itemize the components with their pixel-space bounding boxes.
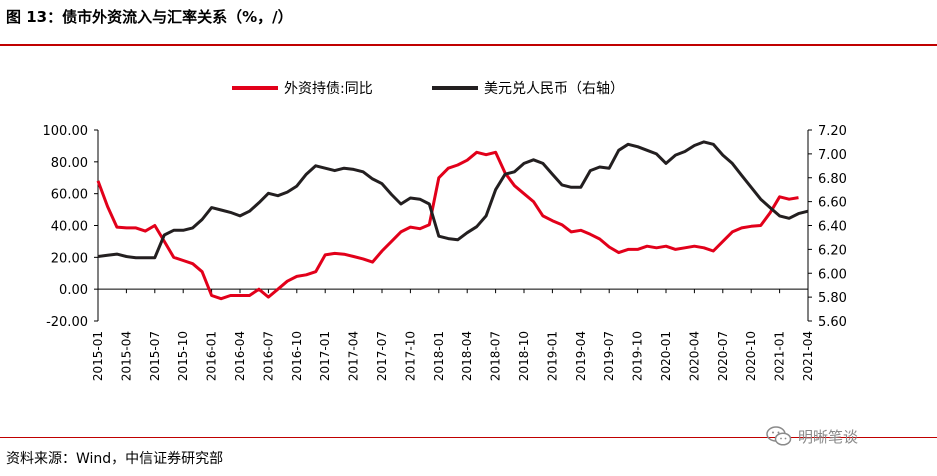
left-axis-tick-label: 20.00 <box>51 251 88 266</box>
source-note: 资料来源：Wind，中信证券研究部 <box>6 451 224 467</box>
legend-label: 外资持债:同比 <box>284 81 373 97</box>
left-axis-tick-label: 100.00 <box>43 124 89 139</box>
watermark-text: 明晰笔谈 <box>798 427 859 446</box>
left-axis-tick-label: -20.00 <box>46 315 88 330</box>
x-axis-tick-label: 2020-01 <box>659 331 673 381</box>
chart-legend: 外资持债:同比 美元兑人民币（右轴） <box>232 81 624 97</box>
right-axis-tick-label: 6.60 <box>818 196 847 211</box>
x-axis-tick-label: 2019-04 <box>574 331 588 381</box>
x-axis-tick-label: 2015-01 <box>91 331 105 381</box>
footer-divider <box>0 437 937 438</box>
right-axis-tick-label: 6.20 <box>818 243 847 258</box>
x-axis-tick-label: 2019-07 <box>602 331 616 381</box>
x-axis-tick-label: 2020-10 <box>744 331 758 381</box>
right-axis-tick-label: 6.00 <box>818 267 847 282</box>
x-axis-tick-label: 2020-07 <box>716 331 730 381</box>
x-axis-tick-label: 2019-01 <box>545 331 559 381</box>
x-axis-tick-label: 2015-07 <box>148 331 162 381</box>
watermark: 明晰笔谈 <box>766 423 858 449</box>
title-divider <box>0 44 937 46</box>
x-axis-tick-label: 2015-04 <box>119 331 133 381</box>
x-axis-tick-label: 2017-04 <box>347 331 361 381</box>
x-axis-tick-label: 2020-04 <box>687 331 701 381</box>
x-axis-tick-label: 2018-04 <box>460 331 474 381</box>
right-axis-tick-label: 6.40 <box>818 220 847 235</box>
left-axis-tick-label: 0.00 <box>59 283 88 298</box>
x-axis-tick-label: 2017-10 <box>403 331 417 381</box>
right-axis-tick-label: 6.80 <box>818 172 847 187</box>
right-axis-tick-label: 7.00 <box>818 148 847 163</box>
x-axis-tick-label: 2016-07 <box>261 331 275 381</box>
wechat-icon <box>766 426 792 446</box>
legend-label: 美元兑人民币（右轴） <box>484 81 624 97</box>
x-axis-tick-label: 2016-04 <box>233 331 247 381</box>
x-axis-tick-label: 2018-07 <box>489 331 503 381</box>
right-axis-tick-label: 7.20 <box>818 124 847 139</box>
x-axis-tick-label: 2017-07 <box>375 331 389 381</box>
x-axis-tick-label: 2015-10 <box>176 331 190 381</box>
x-axis-tick-label: 2019-10 <box>631 331 645 381</box>
chart-axes: -20.00 0.00 20.00 40.00 60.00 80.00 100.00 5.60… <box>43 124 847 381</box>
left-axis-tick-label: 80.00 <box>51 156 88 171</box>
left-axis-tick-label: 40.00 <box>51 220 88 235</box>
x-axis-tick-label: 2018-01 <box>432 331 446 381</box>
x-axis-tick-label: 2021-01 <box>773 331 787 381</box>
x-axis-tick-label: 2017-01 <box>318 331 332 381</box>
x-axis-tick-label: 2021-04 <box>801 331 815 381</box>
series-line-foreign-holdings <box>96 150 799 301</box>
figure-title: 图 13：债市外资流入与汇率关系（%，/） <box>6 8 293 26</box>
x-axis-tick-label: 2016-10 <box>290 331 304 381</box>
x-axis-tick-label: 2018-10 <box>517 331 531 381</box>
x-axis-tick-label: 2016-01 <box>205 331 219 381</box>
right-axis-tick-label: 5.80 <box>818 291 847 306</box>
chart-series <box>96 140 809 301</box>
right-axis-tick-label: 5.60 <box>818 315 847 330</box>
left-axis-tick-label: 60.00 <box>51 188 88 203</box>
series-line-usdcny <box>97 140 809 260</box>
